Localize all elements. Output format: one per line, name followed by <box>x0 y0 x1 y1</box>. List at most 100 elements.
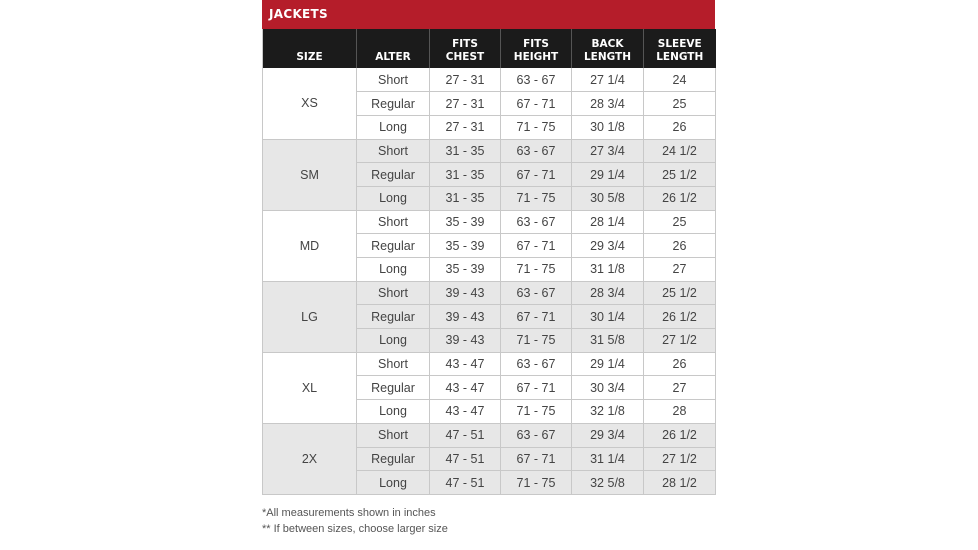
back-length-cell: 30 3/4 <box>571 375 644 401</box>
height-cell: 71 - 75 <box>500 257 572 282</box>
height-cell: 71 - 75 <box>500 186 572 211</box>
table-row: LG Short 39 - 43 63 - 67 28 3/4 25 1/2 <box>262 281 716 353</box>
header-alter: ALTER <box>356 29 430 68</box>
sleeve-length-cell: 27 <box>643 257 716 282</box>
sleeve-length-cell: 26 <box>643 352 716 377</box>
back-length-cell: 28 1/4 <box>571 210 644 235</box>
chest-cell: 47 - 51 <box>429 470 501 495</box>
sleeve-length-cell: 26 <box>643 115 716 140</box>
back-length-cell: 28 3/4 <box>571 281 644 306</box>
back-length-cell: 30 1/4 <box>571 304 644 330</box>
alter-cell: Short <box>356 139 430 164</box>
table-row: Long 47 - 51 71 - 75 32 5/8 28 1/2 <box>263 470 716 495</box>
back-length-cell: 31 1/8 <box>571 257 644 282</box>
size-cell: 2X <box>262 423 357 495</box>
chest-cell: 27 - 31 <box>429 91 501 116</box>
back-length-cell: 32 1/8 <box>571 399 644 424</box>
header-sleeve-length: SLEEVE LENGTH <box>656 38 704 63</box>
sleeve-length-cell: 24 <box>643 68 716 93</box>
sleeve-length-cell: 27 1/2 <box>643 328 716 353</box>
alter-cell: Short <box>356 68 430 93</box>
table-row: XL Short 43 - 47 63 - 67 29 1/4 26 <box>262 352 716 424</box>
height-cell: 67 - 71 <box>500 375 572 401</box>
alter-cell: Long <box>356 257 430 282</box>
chest-cell: 43 - 47 <box>429 352 501 377</box>
height-cell: 63 - 67 <box>500 281 572 306</box>
sleeve-length-cell: 26 1/2 <box>643 186 716 211</box>
chest-cell: 35 - 39 <box>429 257 501 282</box>
height-cell: 67 - 71 <box>500 304 572 330</box>
footnote-measurements: *All measurements shown in inches <box>262 507 436 519</box>
table-row: MD Short 35 - 39 63 - 67 28 1/4 25 <box>262 210 716 282</box>
sleeve-length-cell: 27 <box>643 375 716 401</box>
alter-cell: Regular <box>356 91 430 116</box>
height-cell: 71 - 75 <box>500 470 572 495</box>
height-cell: 63 - 67 <box>500 210 572 235</box>
sleeve-length-cell: 25 1/2 <box>643 162 716 187</box>
chart-title: JACKETS <box>262 0 715 29</box>
alter-cell: Short <box>356 423 430 448</box>
alter-cell: Regular <box>356 162 430 187</box>
size-cell: LG <box>262 281 357 353</box>
alter-cell: Long <box>356 115 430 140</box>
size-cell: SM <box>262 139 357 211</box>
chest-cell: 35 - 39 <box>429 210 501 235</box>
back-length-cell: 32 5/8 <box>571 470 644 495</box>
footnote-between-sizes: ** If between sizes, choose larger size <box>262 522 448 535</box>
height-cell: 67 - 71 <box>500 162 572 187</box>
footnotes: *All measurements shown in inches ** If … <box>262 506 448 537</box>
alter-cell: Long <box>356 399 430 424</box>
back-length-cell: 27 1/4 <box>571 68 644 93</box>
sleeve-length-cell: 26 1/2 <box>643 423 716 448</box>
sleeve-length-cell: 24 1/2 <box>643 139 716 164</box>
table-row: Regular 39 - 43 67 - 71 30 1/4 26 1/2 <box>263 304 716 330</box>
chest-cell: 43 - 47 <box>429 399 501 424</box>
sleeve-length-cell: 25 1/2 <box>643 281 716 306</box>
size-chart: JACKETS SIZE ALTER FITS CHEST FITS HEIGHT … <box>262 0 716 495</box>
chest-cell: 39 - 43 <box>429 328 501 353</box>
table-header: SIZE ALTER FITS CHEST FITS HEIGHT BACK LENG… <box>262 29 716 68</box>
table-row: Long 39 - 43 71 - 75 31 5/8 27 1/2 <box>263 328 716 353</box>
chest-cell: 27 - 31 <box>429 115 501 140</box>
table-row: Regular 47 - 51 67 - 71 31 1/4 27 1/2 <box>263 447 716 472</box>
header-fits-height: FITS HEIGHT <box>500 29 572 68</box>
alter-cell: Regular <box>356 447 430 472</box>
alter-cell: Regular <box>356 375 430 401</box>
chest-cell: 43 - 47 <box>429 375 501 401</box>
height-cell: 71 - 75 <box>500 399 572 424</box>
back-length-cell: 29 1/4 <box>571 352 644 377</box>
height-cell: 71 - 75 <box>500 328 572 353</box>
alter-cell: Short <box>356 281 430 306</box>
alter-cell: Long <box>356 186 430 211</box>
back-length-cell: 30 1/8 <box>571 115 644 140</box>
size-cell: XL <box>262 352 357 424</box>
size-group-2x: 2X Short 47 - 51 63 - 67 29 3/4 26 1/2 R… <box>262 423 716 495</box>
size-group-xs: XS Short 27 - 31 63 - 67 27 1/4 24 Regul… <box>262 68 716 140</box>
height-cell: 67 - 71 <box>500 91 572 116</box>
chest-cell: 47 - 51 <box>429 423 501 448</box>
back-length-cell: 28 3/4 <box>571 91 644 116</box>
height-cell: 63 - 67 <box>500 139 572 164</box>
height-cell: 63 - 67 <box>500 68 572 93</box>
chest-cell: 39 - 43 <box>429 304 501 330</box>
size-cell: XS <box>262 68 357 140</box>
table-row: Regular 35 - 39 67 - 71 29 3/4 26 <box>263 233 716 258</box>
table-row: Regular 43 - 47 67 - 71 30 3/4 27 <box>263 375 716 401</box>
size-group-xl: XL Short 43 - 47 63 - 67 29 1/4 26 Regul… <box>262 352 716 424</box>
sleeve-length-cell: 28 1/2 <box>643 470 716 495</box>
sleeve-length-cell: 25 <box>643 91 716 116</box>
sleeve-length-cell: 26 <box>643 233 716 258</box>
back-length-cell: 31 1/4 <box>571 447 644 472</box>
header-back-length: BACK LENGTH <box>571 29 644 68</box>
chest-cell: 31 - 35 <box>429 186 501 211</box>
alter-cell: Long <box>356 328 430 353</box>
sleeve-length-cell: 26 1/2 <box>643 304 716 330</box>
chest-cell: 27 - 31 <box>429 68 501 93</box>
table-row: SM Short 31 - 35 63 - 67 27 3/4 24 1/2 <box>262 139 716 211</box>
table-row: 2X Short 47 - 51 63 - 67 29 3/4 26 1/2 <box>262 423 716 495</box>
header-size: SIZE <box>262 29 357 68</box>
alter-cell: Regular <box>356 233 430 258</box>
size-group-sm: SM Short 31 - 35 63 - 67 27 3/4 24 1/2 R… <box>262 139 716 211</box>
sleeve-length-cell: 25 <box>643 210 716 235</box>
chest-cell: 35 - 39 <box>429 233 501 258</box>
